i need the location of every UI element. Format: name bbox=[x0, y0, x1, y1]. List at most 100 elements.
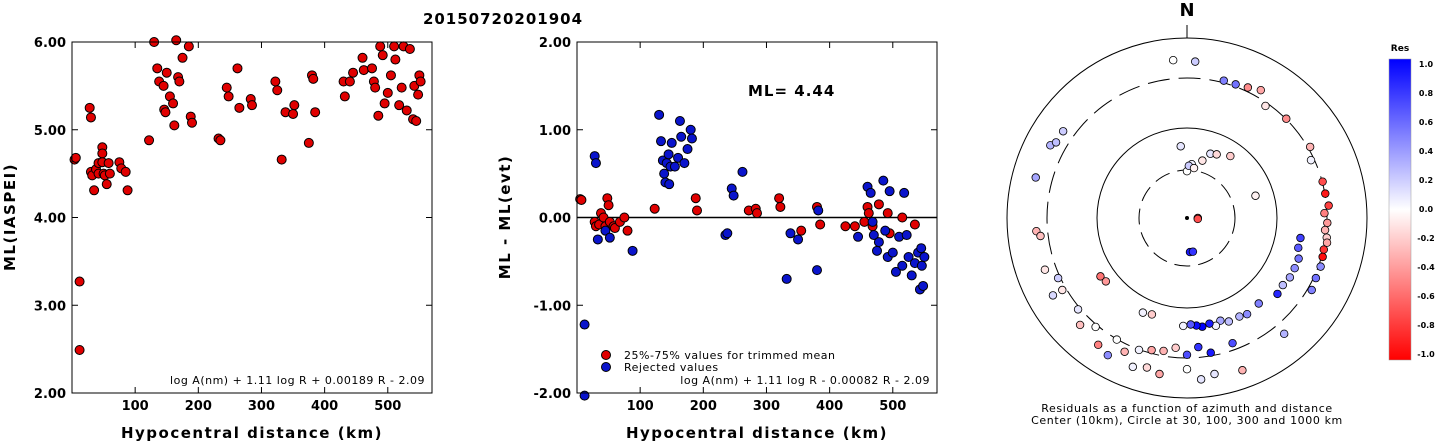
station-residual-point bbox=[1134, 345, 1144, 355]
station-residual-point bbox=[1290, 264, 1299, 273]
data-point bbox=[603, 200, 614, 211]
station-residual-point bbox=[1112, 335, 1121, 344]
data-point bbox=[375, 41, 386, 52]
data-point bbox=[339, 91, 350, 102]
caption-line-2: Center (10km), Circle at 30, 100, 300 an… bbox=[1031, 414, 1343, 427]
data-point bbox=[622, 225, 633, 236]
colorbar-tick-label: -0.4 bbox=[1417, 263, 1435, 272]
data-point bbox=[752, 208, 762, 219]
data-point bbox=[666, 137, 677, 148]
station-residual-point bbox=[1322, 238, 1332, 247]
epicenter-dot bbox=[1185, 216, 1189, 220]
y-axis-label: ML - ML(evt) bbox=[496, 155, 514, 279]
station-residual-point bbox=[1254, 299, 1263, 308]
data-point bbox=[385, 70, 396, 81]
data-point bbox=[654, 109, 665, 120]
data-point bbox=[183, 41, 194, 52]
data-point bbox=[899, 187, 910, 198]
x-tick-label: 500 bbox=[879, 399, 906, 414]
y-tick-label: 5.00 bbox=[34, 124, 66, 139]
data-point bbox=[649, 203, 660, 214]
station-residual-point bbox=[1168, 56, 1178, 65]
station-residual-point bbox=[1040, 265, 1050, 274]
legend-label-rejected: Rejected values bbox=[624, 361, 719, 374]
legend-marker-rejected bbox=[601, 362, 611, 372]
data-point bbox=[104, 168, 115, 179]
data-point bbox=[415, 76, 426, 87]
data-point bbox=[674, 115, 685, 126]
magnitude-points-group bbox=[69, 35, 426, 356]
residual-points-group bbox=[575, 109, 930, 401]
y-axis-label: ML(IASPEI) bbox=[1, 163, 19, 271]
data-point bbox=[627, 245, 638, 256]
colorbar-tick-label: 0.0 bbox=[1419, 205, 1434, 214]
y-tick-label: 1.00 bbox=[539, 124, 571, 139]
station-residual-point bbox=[1075, 320, 1085, 330]
data-point bbox=[815, 219, 826, 230]
data-point bbox=[663, 149, 674, 160]
y-tick-label: 2.00 bbox=[34, 387, 66, 402]
station-residual-point bbox=[1210, 369, 1219, 379]
station-residual-point bbox=[1182, 350, 1192, 359]
station-residual-point bbox=[1243, 83, 1253, 92]
station-residual-point bbox=[1306, 155, 1316, 165]
station-residual-point bbox=[1219, 76, 1229, 85]
station-residual-point bbox=[1179, 321, 1188, 331]
x-tick-label: 400 bbox=[311, 399, 338, 414]
data-point bbox=[101, 179, 112, 190]
station-residual-point bbox=[1226, 151, 1235, 161]
station-residual-point bbox=[1307, 285, 1316, 295]
data-point bbox=[103, 158, 114, 169]
data-point bbox=[909, 219, 920, 230]
data-point bbox=[619, 212, 630, 223]
station-residual-point bbox=[1279, 329, 1289, 339]
colorbar-gradient bbox=[1388, 58, 1412, 361]
data-point bbox=[370, 82, 381, 93]
data-point bbox=[853, 231, 864, 242]
north-label: N bbox=[1179, 0, 1194, 21]
station-residual-point bbox=[1261, 101, 1270, 111]
data-point bbox=[840, 221, 851, 232]
data-point bbox=[160, 107, 171, 118]
data-point bbox=[97, 148, 108, 159]
data-point bbox=[161, 67, 172, 78]
data-point bbox=[358, 65, 369, 76]
station-residual-point bbox=[1296, 233, 1305, 243]
x-axis-label: Hypocentral distance (km) bbox=[121, 424, 383, 441]
data-point bbox=[880, 225, 891, 236]
station-residual-point bbox=[1193, 214, 1202, 224]
station-residual-point bbox=[1224, 317, 1234, 326]
station-residual-point bbox=[1318, 177, 1327, 186]
station-residual-point bbox=[1256, 85, 1265, 95]
station-residual-point bbox=[1324, 201, 1333, 210]
y-tick-label: 6.00 bbox=[34, 36, 66, 51]
data-point bbox=[884, 186, 895, 197]
data-point bbox=[288, 108, 299, 119]
station-residual-point bbox=[1206, 348, 1215, 357]
y-tick-label: 2.00 bbox=[539, 36, 571, 51]
x-tick-label: 500 bbox=[374, 399, 401, 414]
data-point bbox=[144, 135, 155, 146]
station-residual-point bbox=[1278, 280, 1288, 290]
data-point bbox=[579, 319, 590, 330]
data-point bbox=[897, 260, 908, 271]
data-point bbox=[70, 152, 81, 163]
station-residual-point bbox=[1058, 127, 1068, 136]
data-point bbox=[600, 225, 611, 236]
data-point bbox=[576, 194, 587, 205]
colorbar-tick-label: 1.0 bbox=[1419, 60, 1434, 69]
formula-text: log A(nm) + 1.11 log R - 0.00082 R - 2.0… bbox=[680, 374, 930, 387]
data-point bbox=[728, 190, 739, 201]
station-residual-point bbox=[1096, 272, 1105, 281]
data-point bbox=[878, 175, 889, 186]
data-point bbox=[873, 199, 884, 210]
data-point bbox=[813, 205, 824, 216]
data-point bbox=[690, 193, 701, 204]
station-residual-point bbox=[1228, 338, 1237, 348]
station-residual-point bbox=[1251, 191, 1260, 200]
data-point bbox=[303, 137, 314, 148]
station-residual-point bbox=[1147, 345, 1156, 355]
event-title: 20150720201904 bbox=[423, 10, 583, 28]
data-point bbox=[873, 237, 884, 248]
